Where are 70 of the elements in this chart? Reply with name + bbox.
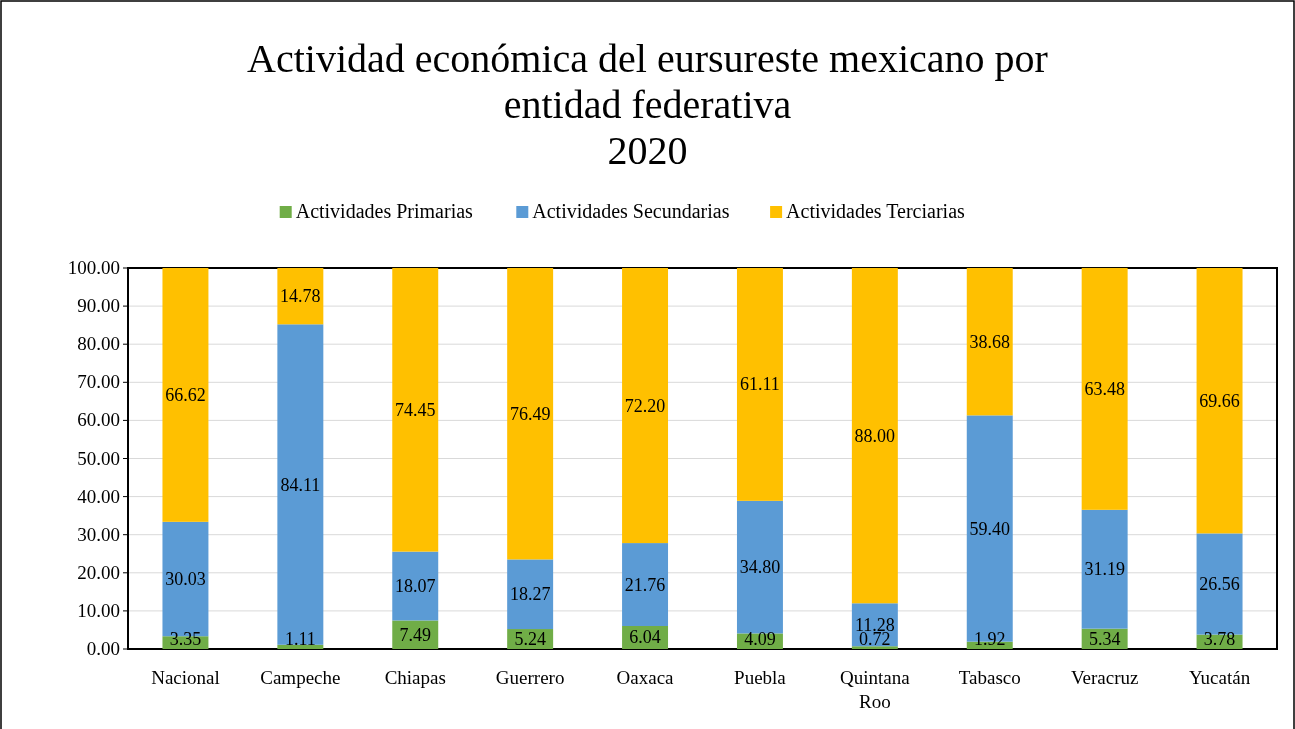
bar [851, 646, 898, 649]
y-tick-label: 50.00 [77, 447, 120, 469]
chart-title: Actividad económica del eursureste mexicano por entidad federativa [247, 36, 1048, 127]
data-label: 38.68 [969, 331, 1010, 352]
data-label: 59.40 [969, 518, 1010, 539]
x-tick-label: Campeche [260, 667, 341, 688]
data-label: 31.19 [1084, 559, 1125, 580]
x-tick-label: Nacional [151, 667, 220, 688]
x-tick-label: Tabasco [958, 667, 1021, 688]
x-tick-label: Puebla [734, 667, 787, 688]
data-label: 18.07 [395, 576, 436, 597]
y-tick-label: 0.00 [86, 638, 120, 659]
y-tick-label: 70.00 [77, 371, 120, 393]
legend-label: Actividades Terciarias [786, 200, 966, 222]
bar [736, 500, 783, 634]
y-tick-label: 80.00 [77, 333, 120, 355]
x-tick-label: Quintana Roo [840, 667, 911, 712]
y-tick-label: 10.00 [77, 599, 120, 621]
bar [162, 268, 209, 522]
x-tick-label: Oaxaca [616, 667, 675, 688]
data-label: 66.62 [165, 384, 206, 405]
bar [277, 644, 324, 649]
data-label: 4.09 [744, 629, 776, 649]
bar [736, 268, 783, 501]
data-label: 14.78 [280, 286, 321, 307]
data-label: 7.49 [399, 624, 431, 645]
y-tick-label: 20.00 [77, 561, 120, 583]
data-label: 63.48 [1084, 378, 1125, 399]
data-label: 69.66 [1199, 390, 1240, 411]
x-tick-label: Veracruz [1070, 667, 1139, 688]
data-label: 21.76 [624, 574, 666, 595]
data-label: 3.78 [1203, 629, 1236, 649]
bar [277, 324, 324, 645]
bar [507, 268, 554, 560]
x-tick-label: Guerrero [495, 667, 565, 688]
data-label: 6.04 [629, 627, 661, 648]
data-label: 5.34 [1088, 628, 1121, 649]
x-tick-label: Yucatán [1188, 667, 1251, 688]
bar [622, 268, 669, 544]
data-label: 72.20 [624, 395, 666, 416]
bar [392, 551, 439, 621]
bar [622, 543, 669, 626]
bar [392, 267, 439, 552]
data-label: 5.24 [514, 629, 546, 649]
data-label: 1.11 [284, 629, 316, 649]
data-label: 76.49 [509, 403, 551, 424]
data-label: 74.45 [395, 399, 436, 420]
data-label: 84.11 [280, 474, 321, 495]
bar [1081, 267, 1128, 510]
data-label: 61.11 [740, 374, 780, 395]
x-tick-label: Chiapas [384, 667, 446, 688]
bar [507, 559, 554, 630]
bar [1196, 268, 1243, 534]
data-label: 88.00 [854, 425, 896, 446]
data-label: 26.56 [1199, 574, 1240, 594]
bar [1081, 509, 1128, 629]
y-tick-label: 60.00 [77, 409, 120, 431]
y-tick-label: 90.00 [77, 295, 120, 317]
data-label: 34.80 [739, 557, 781, 578]
bar [966, 268, 1013, 416]
y-tick-label: 30.00 [77, 523, 120, 545]
y-tick-label: 100.00 [67, 257, 120, 278]
chart-subtitle: 2020 [607, 128, 688, 173]
y-tick-label: 40.00 [77, 485, 120, 507]
data-label: 18.27 [509, 584, 551, 605]
bar [851, 268, 898, 604]
bar [277, 268, 324, 325]
legend-label: Actividades Primarias [295, 200, 474, 222]
data-label: 30.03 [165, 569, 206, 590]
legend-label: Actividades Secundarias [532, 200, 730, 222]
